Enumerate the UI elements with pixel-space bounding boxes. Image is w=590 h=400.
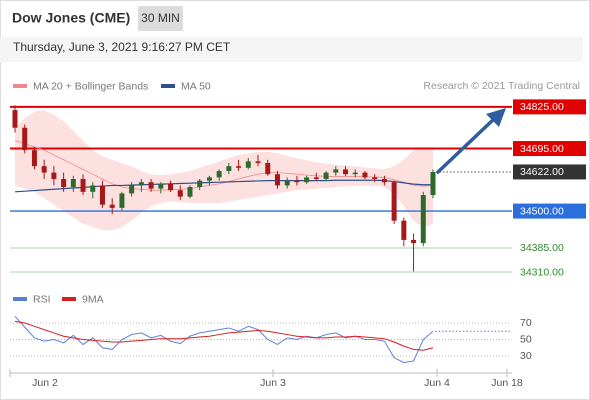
candle-body [304,177,310,183]
price-label: 34622.00 [520,166,564,178]
candle-body [255,161,261,163]
candle-body [381,179,387,183]
candle-body [343,169,349,175]
legend-swatch [62,297,76,301]
candle-body [168,183,174,191]
candle-body [61,179,67,188]
candle-body [206,177,212,181]
candle-body [119,193,125,208]
candle-body [70,179,76,188]
candle-body [216,170,222,178]
candle-body [323,172,329,180]
y-tick-label: 50 [520,333,532,345]
forecast-arrow [436,116,497,174]
price-label: 34385.00 [520,242,564,254]
legend-swatch [161,84,175,88]
date-bar [0,37,583,62]
candle-body [226,166,232,171]
candle-body [158,183,164,189]
candle-body [236,166,242,168]
title: Dow Jones (CME) [12,10,130,26]
candle-body [129,185,135,194]
datetime: Thursday, June 3, 2021 9:16:27 PM CET [13,40,231,54]
candle-body [31,150,37,167]
price-label: 34500.00 [520,205,564,217]
candle-body [284,180,290,186]
legend-swatch [13,84,27,88]
x-tick-label: Jun 4 [424,377,450,389]
candle-body [401,220,407,240]
candle-body [109,204,115,208]
price-label: 34310.00 [520,266,564,278]
price-label: 34695.00 [520,143,564,155]
indicator-line [14,316,434,364]
candle-body [148,182,154,189]
candle-body [333,169,339,173]
candle-body [22,127,28,151]
credit: Research © 2021 Trading Central [423,80,580,92]
x-tick-label: Jun 18 [491,377,523,389]
interval-label[interactable]: 30 MIN [141,11,180,25]
legend-label: MA 20 + Bollinger Bands [33,80,148,92]
candle-body [430,171,436,196]
candle-body [90,185,96,192]
candle-body [80,179,86,192]
interval-button[interactable] [138,6,183,31]
price-label-box [513,99,586,115]
candle-body [420,195,426,244]
candle-body [411,239,417,244]
candle-body [265,162,271,175]
candle-body [313,177,319,180]
candle-body [41,166,47,173]
candle-body [99,185,105,205]
candle-body [362,172,368,178]
legend-label: MA 50 [181,80,211,92]
candle-body [177,190,183,197]
y-tick-label: 30 [520,350,532,362]
candle-body [245,161,251,168]
x-tick-label: Jun 3 [260,377,286,389]
legend-swatch [13,297,27,301]
candle-body [294,180,300,183]
candle-body [12,110,18,128]
forecast-arrowhead [486,108,506,127]
price-label-box [513,164,586,180]
price-label: 34825.00 [520,101,564,113]
candle-body [197,180,203,188]
indicator-line [14,320,434,351]
candle-body [352,172,358,175]
legend-label: RSI [33,293,51,305]
candle-body [372,177,378,180]
price-label-box [513,203,586,219]
candle-body [274,174,280,186]
candle-body [138,182,144,186]
price-label-box [513,141,586,157]
candle-body [391,182,397,221]
x-tick-label: Jun 2 [32,377,58,389]
candle-body [51,172,57,180]
candle-body [187,187,193,197]
y-tick-label: 70 [520,317,532,329]
legend-label: 9MA [82,293,104,305]
